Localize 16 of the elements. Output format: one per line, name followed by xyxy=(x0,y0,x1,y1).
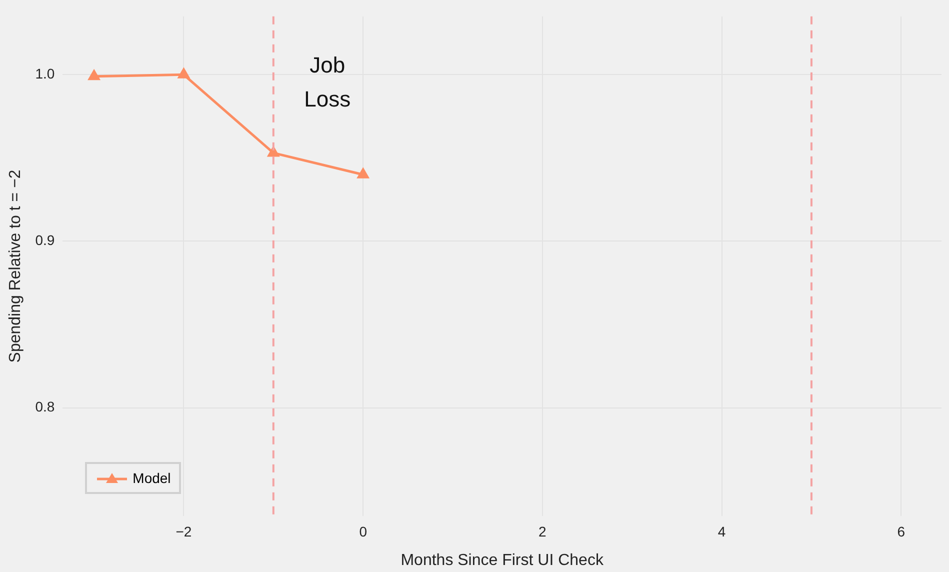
point xyxy=(358,168,369,178)
x-tick-label: 6 xyxy=(897,523,906,540)
y-tick-label: 1.0 xyxy=(35,66,55,82)
point xyxy=(88,70,100,80)
point xyxy=(268,146,279,157)
ref-line-label: Job Loss xyxy=(304,52,351,112)
legend-label: Model xyxy=(132,470,171,486)
x-tick-label: 2 xyxy=(538,523,547,540)
y-axis-title: Spending Relative to t = −2 xyxy=(7,170,24,363)
point xyxy=(178,68,190,78)
x-tick-label: 4 xyxy=(718,523,726,540)
x-axis-title: Months Since First UI Check xyxy=(400,552,604,569)
y-tick-label: 0.8 xyxy=(35,398,55,415)
x-tick-label: −2 xyxy=(176,523,192,540)
x-tick-label: 0 xyxy=(359,523,368,540)
y-tick-label: 0.9 xyxy=(35,232,55,248)
